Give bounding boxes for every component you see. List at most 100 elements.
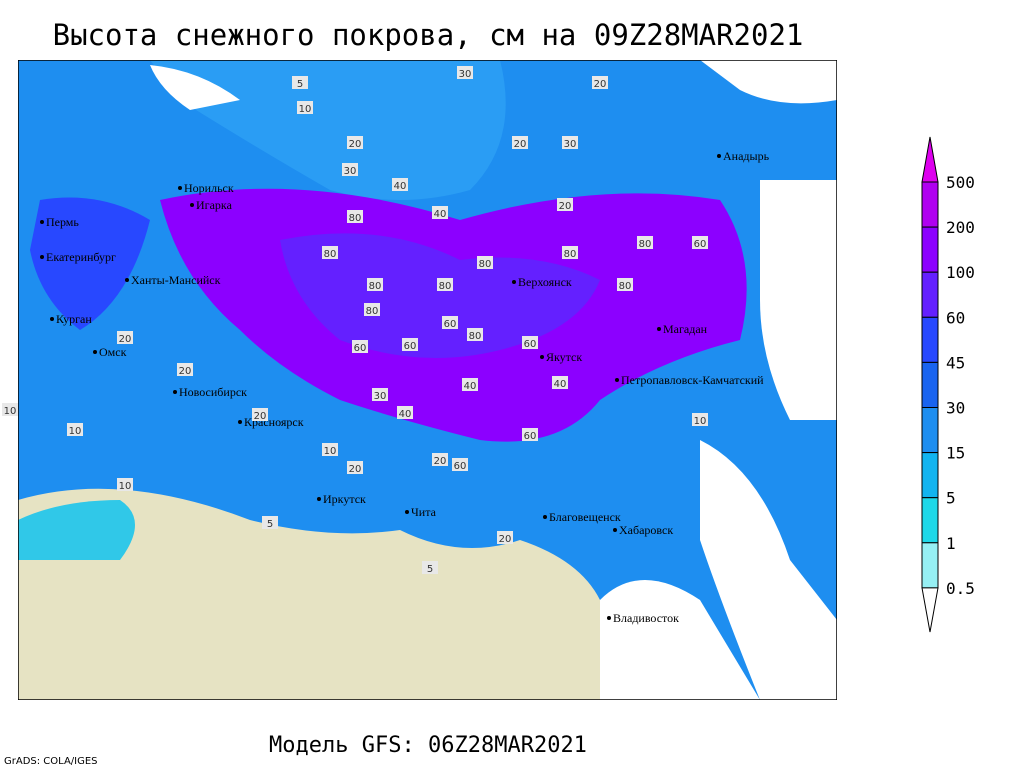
legend-swatch	[921, 452, 939, 499]
city-dot	[607, 616, 611, 620]
city-dot	[40, 220, 44, 224]
city-dot	[125, 278, 129, 282]
contour-label: 80	[564, 249, 577, 260]
contour-label-bg	[617, 278, 633, 291]
legend-label: 100	[946, 263, 975, 282]
legend-swatch	[921, 542, 939, 589]
city-label: Хабаровск	[619, 523, 673, 537]
legend-swatch	[921, 407, 939, 454]
contour-label: 80	[639, 239, 652, 250]
legend-label: 45	[946, 353, 965, 372]
contour-label: 60	[454, 461, 467, 472]
city-dot	[178, 186, 182, 190]
contour-label: 60	[444, 319, 457, 330]
legend-label: 200	[946, 218, 975, 237]
contour-label-bg	[397, 406, 413, 419]
contour-label: 80	[349, 213, 362, 224]
contour-label-bg	[592, 76, 608, 89]
city-dot	[615, 378, 619, 382]
title: Высота снежного покрова, см на 09Z28MAR2…	[53, 18, 804, 52]
city-label: Ханты-Мансийск	[131, 273, 221, 287]
contour-label-bg	[322, 246, 338, 259]
city-dot	[540, 355, 544, 359]
contour-label-bg	[364, 303, 380, 316]
ice	[700, 60, 837, 104]
city-dot	[238, 420, 242, 424]
contour-label: 30	[344, 166, 357, 177]
footer: Модель GFS: 06Z28MAR2021	[269, 733, 587, 758]
contour-label: 10	[694, 416, 707, 427]
contour-label: 20	[594, 79, 607, 90]
contour-label: 5	[267, 519, 273, 530]
contour-label-bg	[432, 453, 448, 466]
contour-label-bg	[297, 101, 313, 114]
contour-label-bg	[367, 278, 383, 291]
contour-label: 60	[404, 341, 417, 352]
sea	[600, 580, 760, 700]
snow-deep	[280, 233, 600, 358]
contour-label-bg	[262, 516, 278, 529]
legend-label: 500	[946, 173, 975, 192]
contour-label-bg	[372, 388, 388, 401]
contour-label-bg	[522, 336, 538, 349]
credit: GrADS: COLA/IGES	[4, 756, 98, 767]
contour-label: 20	[119, 334, 132, 345]
legend-swatch	[921, 181, 939, 228]
city-dot	[717, 154, 721, 158]
contour-label-bg	[442, 316, 458, 329]
city-dot	[613, 528, 617, 532]
contour-label: 80	[369, 281, 382, 292]
contour-label-bg	[467, 328, 483, 341]
contour-label: 80	[324, 249, 337, 260]
contour-label-bg	[252, 408, 268, 421]
contour-label: 20	[179, 366, 192, 377]
snow-mid	[30, 197, 150, 330]
snow-thin	[18, 500, 135, 560]
contour-label: 5	[427, 564, 433, 575]
contour-label-bg	[352, 340, 368, 353]
contour-label: 20	[349, 464, 362, 475]
contour-label: 60	[524, 339, 537, 350]
labels: Норильск Игарка Пермь Екатеринбург Ханты-Ман…	[2, 66, 770, 625]
contour-label-bg	[2, 403, 18, 416]
contour-label-bg	[347, 210, 363, 223]
contour-label-bg	[692, 413, 708, 426]
contour-label-bg	[477, 256, 493, 269]
contour-label-bg	[117, 331, 133, 344]
city-label: Якутск	[546, 350, 582, 364]
legend-label: 0.5	[946, 579, 975, 598]
contour-label: 10	[299, 104, 312, 115]
contour-label: 10	[119, 481, 132, 492]
contour-label: 60	[524, 431, 537, 442]
city-dot	[512, 280, 516, 284]
sea	[700, 440, 837, 700]
contour-label-bg	[432, 206, 448, 219]
contour-label: 80	[619, 281, 632, 292]
contour-label-bg	[347, 461, 363, 474]
contour-label: 5	[297, 79, 303, 90]
legend: 500 200 100 60 45 30 15 5 1 0.5	[921, 136, 975, 633]
legend-swatch	[921, 497, 939, 544]
city-dot	[657, 327, 661, 331]
contour-label-bg	[692, 236, 708, 249]
city-label: Чита	[411, 505, 437, 519]
contour-label-bg	[557, 198, 573, 211]
legend-label: 1	[946, 534, 956, 553]
contour-label: 40	[399, 409, 412, 420]
contour-label: 80	[469, 331, 482, 342]
contour-label-bg	[402, 338, 418, 351]
contour-label-bg	[552, 376, 568, 389]
contour-label-bg	[437, 278, 453, 291]
city-dot	[40, 255, 44, 259]
contour-label: 20	[349, 139, 362, 150]
legend-swatch	[921, 587, 939, 633]
contour-label: 10	[4, 406, 17, 417]
contour-label-bg	[457, 66, 473, 79]
city-label: Верхоянск	[518, 275, 572, 289]
city-label: Курган	[56, 312, 92, 326]
contour-label: 60	[694, 239, 707, 250]
city-dot	[317, 497, 321, 501]
contour-label-bg	[522, 428, 538, 441]
contour-label: 60	[354, 343, 367, 354]
